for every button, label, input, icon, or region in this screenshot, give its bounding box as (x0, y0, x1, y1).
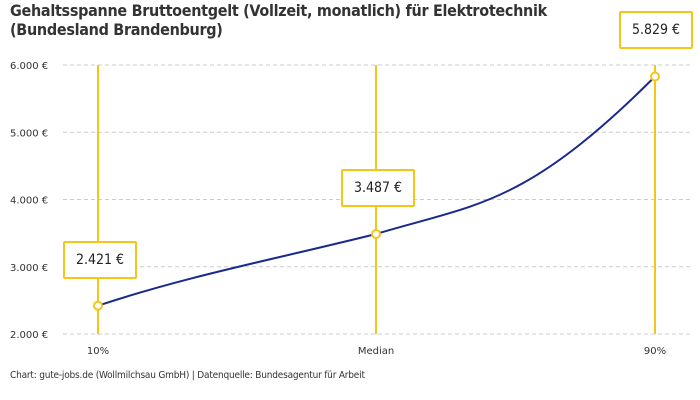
y-tick-label: 6.000 € (10, 61, 48, 72)
data-label: 5.829 € (619, 11, 693, 49)
data-label: 2.421 € (63, 241, 137, 279)
data-label: 3.487 € (341, 169, 415, 207)
x-tick-label: 10% (87, 346, 109, 357)
data-point (93, 300, 103, 311)
chart-title: Gehaltsspanne Bruttoentgelt (Vollzeit, m… (10, 1, 547, 39)
data-point (650, 71, 660, 82)
y-tick-label: 5.000 € (10, 128, 48, 139)
y-tick-label: 2.000 € (10, 330, 48, 341)
y-tick-label: 3.000 € (10, 263, 48, 274)
data-point (371, 228, 381, 239)
y-tick-label: 4.000 € (10, 196, 48, 207)
x-tick-label: 90% (644, 346, 666, 357)
source-note: Chart: gute-jobs.de (Wollmilchsau GmbH) … (10, 370, 365, 381)
x-tick-label: Median (358, 346, 394, 357)
